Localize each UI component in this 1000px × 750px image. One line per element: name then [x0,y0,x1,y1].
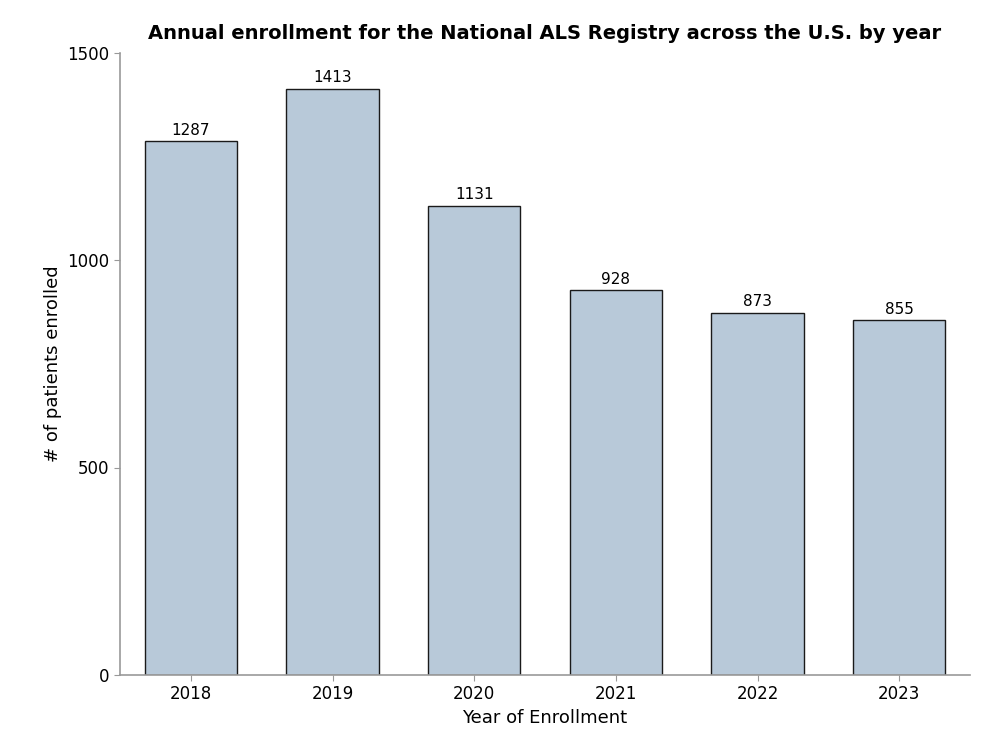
Bar [570,290,662,675]
Text: 928: 928 [601,272,630,286]
Text: 1413: 1413 [313,70,352,86]
Bar [286,88,379,675]
Bar [853,320,945,675]
Bar [711,313,804,675]
X-axis label: Year of Enrollment: Year of Enrollment [462,709,628,727]
Bar [145,141,237,675]
Text: 855: 855 [885,302,914,316]
Bar [428,206,520,675]
Title: Annual enrollment for the National ALS Registry across the U.S. by year: Annual enrollment for the National ALS R… [148,23,942,43]
Text: 1131: 1131 [455,188,493,202]
Text: 873: 873 [743,295,772,310]
Y-axis label: # of patients enrolled: # of patients enrolled [44,266,62,462]
Text: 1287: 1287 [172,122,210,137]
